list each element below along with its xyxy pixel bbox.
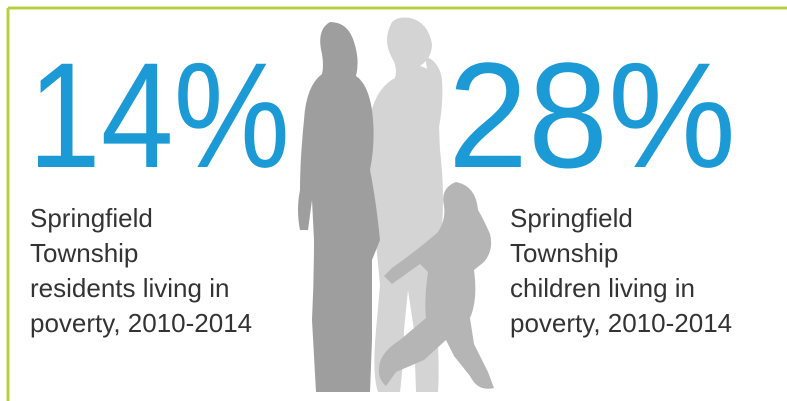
page: 14% 28% Springfield Township residents liv…: [0, 0, 787, 401]
stat-figure: 14%: [28, 31, 290, 199]
caption-line: Springfield: [30, 203, 153, 233]
man-silhouette: [298, 22, 380, 392]
caption-line: residents living in: [30, 273, 229, 303]
caption-line: Township: [510, 238, 618, 268]
caption-line: Township: [30, 238, 138, 268]
caption-line: poverty, 2010-2014: [30, 308, 252, 338]
stat-caption: Springfield Township children living in pov…: [510, 203, 732, 338]
infographic: 14% 28% Springfield Township residents liv…: [0, 0, 787, 401]
stat-caption: Springfield Township residents living in po…: [30, 203, 252, 338]
caption-line: children living in: [510, 273, 695, 303]
caption-line: poverty, 2010-2014: [510, 308, 732, 338]
caption-line: Springfield: [510, 203, 633, 233]
stat-figure: 28%: [448, 31, 736, 199]
